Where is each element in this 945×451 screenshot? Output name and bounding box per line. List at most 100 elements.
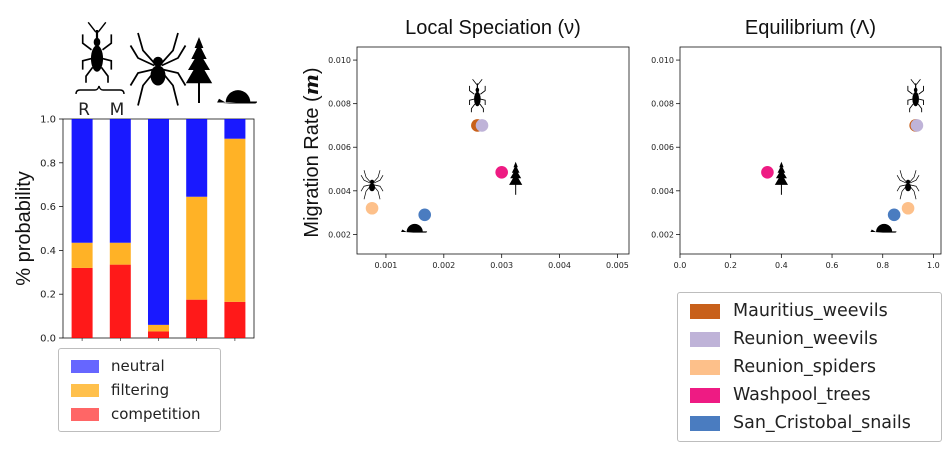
legend-item-filtering: filtering (71, 381, 169, 399)
bar-segment-competition (148, 331, 169, 338)
plot-frame (679, 46, 942, 255)
bar-segment-competition (71, 267, 93, 338)
x-tick-label: 0.8 (876, 261, 889, 270)
y-tick-label: 0.002 (651, 230, 674, 239)
point-reunion-weevils (910, 119, 924, 132)
equilibrium-scatter: 0.002 0.004 0.006 0.008 0.010 0.0 0.2 0.4 0.6 0.8… (651, 17, 942, 270)
x-tick-label: 0.0 (674, 261, 687, 270)
weevil-icon (81, 21, 113, 84)
tree-icon (509, 161, 523, 195)
y-axis-label-close: ) (301, 67, 323, 74)
bracket-label-r: R (78, 100, 90, 120)
stacked-bar-chart: 0.0 0.2 0.4 0.6 0.8 1.0 % probability (13, 115, 255, 345)
swatch-reunion-spiders (690, 359, 720, 375)
legend-item-washpool-trees: Washpool_trees (690, 385, 871, 405)
x-tick-label: 0.002 (432, 261, 455, 270)
y-axis-label-text: Migration Rate ( (301, 95, 323, 238)
plot-frame (356, 46, 630, 255)
bar-segment-filtering (186, 196, 208, 300)
legend-item-competition: competition (71, 405, 201, 423)
point-reunion-spiders (365, 201, 379, 215)
y-axis-label: % probability (13, 171, 35, 286)
spider-icon (360, 169, 384, 200)
x-tick-label: 0.001 (374, 261, 397, 270)
legend-label: Reunion_weevils (733, 329, 878, 349)
y-axis-label: Migration Rate (m) (299, 67, 323, 237)
spider-icon (896, 169, 920, 200)
bar-segment-filtering (224, 138, 246, 302)
local-speciation-scatter: 0.002 0.004 0.006 0.008 0.010 0.001 0.002 0.003… (299, 17, 630, 270)
legend-item-mauritius-weevils: Mauritius_weevils (690, 301, 888, 321)
legend-item-reunion-spiders: Reunion_spiders (690, 357, 876, 377)
swatch-reunion-weevils (690, 331, 720, 347)
spider-icon (129, 32, 187, 107)
y-tick-label: 0.8 (40, 158, 56, 169)
bar-segment-neutral (224, 119, 246, 139)
point-reunion-spiders (901, 201, 915, 215)
point-washpool-trees (761, 165, 774, 179)
chart-title: Local Speciation (ν) (405, 17, 581, 39)
swatch-filtering (71, 383, 99, 397)
snail-icon (217, 90, 257, 104)
point-reunion-weevils (475, 119, 489, 132)
tree-icon (774, 161, 789, 195)
swatch-mauritius-weevils (690, 303, 720, 319)
x-tick-label: 0.4 (775, 261, 788, 270)
y-tick-label: 0.008 (328, 100, 351, 109)
y-tick-label: 0.006 (651, 143, 674, 152)
y-tick-label: 0.2 (40, 290, 56, 301)
y-tick-label: 0.008 (651, 100, 674, 109)
bar-segment-neutral (71, 119, 93, 243)
x-tick-label: 0.003 (490, 261, 513, 270)
bar-segment-filtering (148, 324, 169, 332)
y-tick-label: 0.002 (328, 230, 351, 239)
bar-segment-competition (186, 299, 208, 338)
x-tick-label: 0.005 (606, 261, 629, 270)
swatch-neutral (71, 359, 99, 373)
snail-icon (401, 223, 428, 233)
legend-item-neutral: neutral (71, 357, 165, 375)
point-washpool-trees (495, 165, 508, 179)
legend-item-reunion-weevils: Reunion_weevils (690, 329, 878, 349)
snail-icon (870, 223, 897, 233)
swatch-competition (71, 407, 99, 421)
bar-segment-neutral (186, 119, 208, 197)
y-tick-label: 0.010 (328, 56, 351, 65)
legend-label: neutral (111, 357, 165, 375)
bar-segment-filtering (109, 242, 131, 265)
bar-segment-filtering (71, 242, 93, 268)
bracket-label-m: M (110, 100, 125, 120)
brace-bracket (75, 85, 125, 95)
y-tick-label: 0.4 (40, 246, 56, 257)
swatch-washpool-trees (690, 387, 720, 403)
x-tick-label: 1.0 (927, 261, 940, 270)
legend-label: Washpool_trees (733, 385, 871, 405)
point-san-cristobal-snails (887, 208, 901, 222)
bar-segment-competition (224, 301, 246, 338)
bar-segment-competition (109, 264, 131, 338)
legend-item-san-cristobal-snails: San_Cristobal_snails (690, 413, 911, 433)
legend-label: filtering (111, 381, 170, 399)
chart-title: Equilibrium (Λ) (745, 17, 876, 39)
bar-legend: neutral filtering competition (58, 348, 221, 432)
y-tick-label: 0.010 (651, 56, 674, 65)
y-axis-label-symbol: m (299, 74, 323, 95)
bar-segment-neutral (148, 119, 169, 325)
tree-icon (185, 37, 213, 103)
weevil-icon (907, 78, 924, 113)
species-legend: Mauritius_weevils Reunion_weevils Reunio… (677, 292, 942, 442)
weevil-icon (469, 78, 486, 113)
point-san-cristobal-snails (418, 208, 432, 222)
y-tick-label: 0.006 (328, 143, 351, 152)
x-tick-label: 0.2 (724, 261, 737, 270)
x-tick-label: 0.6 (826, 261, 839, 270)
y-tick-label: 0.0 (40, 334, 56, 345)
bar-segment-neutral (109, 119, 131, 243)
legend-label: competition (111, 405, 201, 423)
legend-label: San_Cristobal_snails (733, 413, 911, 433)
x-tick-label: 0.004 (548, 261, 571, 270)
legend-label: Mauritius_weevils (733, 301, 888, 321)
